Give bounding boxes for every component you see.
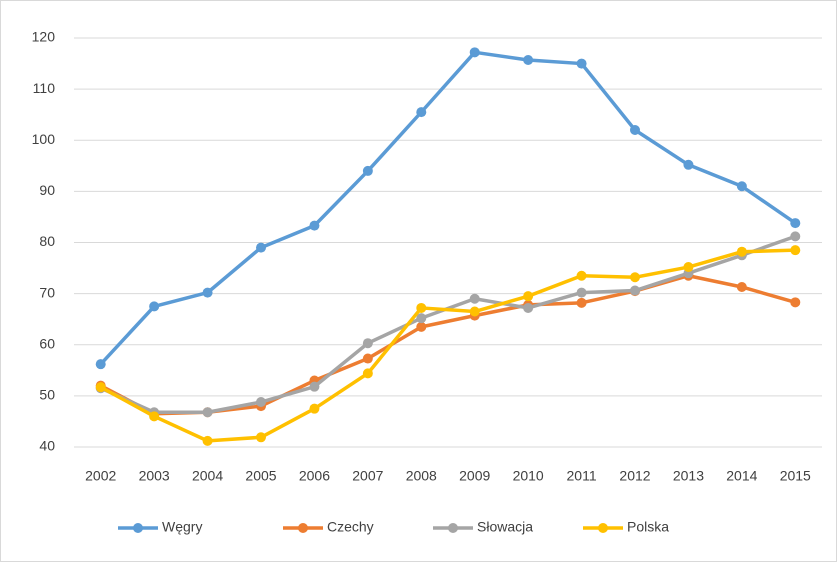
data-point — [309, 381, 320, 392]
x-tick-label: 2010 — [513, 468, 544, 484]
legend-label: Polska — [627, 519, 669, 535]
data-point — [256, 432, 266, 443]
data-point — [630, 125, 640, 136]
series-line — [99, 248, 796, 443]
data-point — [416, 107, 427, 118]
legend-marker — [133, 523, 143, 533]
data-point — [630, 285, 640, 296]
legend-marker — [298, 523, 308, 533]
data-point — [523, 291, 534, 302]
data-point — [309, 403, 320, 414]
y-tick-label: 80 — [39, 233, 55, 249]
x-tick-label: 2014 — [726, 468, 757, 484]
x-tick-label: 2015 — [780, 468, 811, 484]
data-point — [416, 302, 427, 313]
data-point — [309, 220, 320, 231]
data-point — [523, 54, 534, 65]
data-point — [523, 302, 534, 313]
data-point — [362, 165, 373, 176]
y-tick-label: 90 — [39, 182, 55, 198]
y-tick-label: 50 — [39, 387, 55, 403]
data-point — [736, 181, 747, 192]
data-point — [469, 47, 480, 58]
x-tick-label: 2005 — [245, 468, 276, 484]
data-point — [576, 287, 587, 298]
data-point — [790, 231, 801, 242]
data-point — [416, 313, 427, 324]
data-point — [202, 287, 213, 298]
data-point — [576, 297, 587, 308]
data-point — [362, 353, 373, 364]
data-point — [683, 262, 694, 273]
data-point — [576, 58, 587, 69]
data-point — [95, 382, 106, 393]
x-tick-label: 2011 — [567, 468, 597, 484]
data-point — [736, 246, 747, 257]
data-point — [95, 359, 106, 370]
legend-label: Słowacja — [477, 519, 533, 535]
legend-marker — [598, 523, 608, 533]
legend-label: Węgry — [162, 519, 202, 535]
x-tick-label: 2006 — [299, 468, 330, 484]
y-tick-label: 70 — [39, 284, 55, 300]
data-point — [790, 245, 801, 256]
data-point — [576, 270, 587, 281]
data-point — [469, 306, 480, 317]
y-tick-label: 60 — [39, 335, 55, 351]
x-tick-label: 2012 — [619, 468, 650, 484]
y-tick-label: 110 — [33, 80, 56, 96]
x-tick-label: 2009 — [459, 468, 490, 484]
x-tick-label: 2004 — [192, 468, 223, 484]
legend-marker — [448, 523, 458, 533]
data-point — [362, 338, 373, 349]
data-point — [736, 281, 747, 292]
x-tick-label: 2002 — [85, 468, 116, 484]
data-point — [630, 272, 640, 283]
x-tick-label: 2013 — [673, 468, 704, 484]
data-point — [256, 397, 266, 408]
data-point — [416, 321, 427, 332]
data-point — [790, 218, 801, 229]
data-point — [202, 407, 213, 418]
x-tick-label: 2007 — [352, 468, 383, 484]
y-tick-label: 40 — [39, 438, 55, 454]
data-point — [202, 435, 213, 446]
data-point — [149, 301, 160, 312]
data-point — [683, 159, 694, 170]
data-point — [149, 411, 160, 422]
y-tick-label: 100 — [32, 131, 56, 147]
y-tick-label: 120 — [32, 29, 56, 45]
series-line — [99, 50, 797, 366]
data-point — [790, 297, 801, 308]
x-tick-label: 2003 — [139, 468, 170, 484]
data-point — [256, 242, 266, 253]
x-tick-label: 2008 — [406, 468, 437, 484]
data-point — [362, 368, 373, 379]
legend-label: Czechy — [327, 519, 374, 535]
data-point — [469, 293, 480, 304]
